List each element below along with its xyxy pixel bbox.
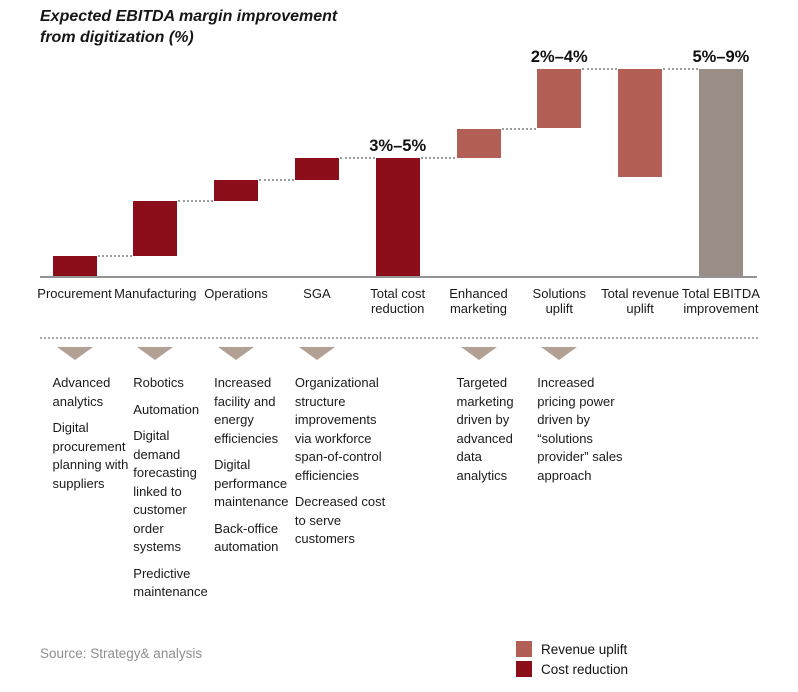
arrow-down-icon-procurement [56, 347, 93, 360]
category-label-sga: SGA [303, 286, 331, 301]
driver-item: Organizational structure improvements vi… [294, 375, 382, 483]
driver-item: Increased facility and energy efficienci… [214, 375, 279, 446]
driver-column-solutions-uplift: Increased pricing power driven by “solut… [537, 374, 629, 493]
separator-dotted-line [40, 337, 758, 339]
bar-total-revenue-uplift [618, 69, 663, 178]
category-label-total-revenue-uplift: Total revenue uplift [601, 286, 680, 316]
chart-title: Expected EBITDA margin improvement from d… [40, 6, 337, 48]
category-label-manufacturing: Manufacturing [114, 286, 197, 301]
connector-line [582, 68, 618, 71]
bar-manufacturing [133, 201, 178, 257]
arrow-down-icon-sga [298, 347, 335, 360]
legend-swatch-revenue [516, 641, 532, 657]
connector-line [178, 200, 214, 203]
driver-column-enhanced-marketing: Targeted marketing driven by advanced da… [457, 374, 531, 493]
driver-item: Advanced analytics [52, 375, 111, 409]
driver-item: Digital performance maintenance [214, 457, 289, 509]
arrow-down-icon-solutions-uplift [541, 347, 578, 360]
driver-item: Robotics [133, 375, 184, 390]
chart-title-line1: Expected EBITDA margin improvement [40, 8, 338, 25]
driver-item: Back-office automation [214, 520, 279, 555]
driver-column-sga: Organizational structure improvements vi… [295, 374, 391, 557]
arrow-down-icon-enhanced-marketing [460, 347, 497, 360]
driver-column-manufacturing: Robotics Automation Digital demand forecas… [133, 374, 213, 610]
driver-item: Predictive maintenance [133, 565, 208, 600]
connector-line [339, 157, 375, 160]
connector-line [663, 68, 698, 71]
category-label-total-ebitda-improvement: Total EBITDA improvement [681, 286, 760, 316]
arrow-down-icon-operations [218, 347, 255, 360]
legend-item-cost-reduction: Cost reduction [516, 661, 628, 677]
value-annotation-total-ebitda-improvement: 5%–9% [692, 48, 750, 67]
driver-item: Automation [133, 401, 200, 417]
driver-item: Increased pricing power driven by “solut… [537, 375, 623, 483]
chart-title-line2: from digitization (%) [40, 29, 194, 46]
category-label-procurement: Procurement [37, 286, 112, 301]
connector-line [97, 255, 133, 258]
bar-total-cost-reduction [375, 158, 420, 277]
category-label-total-cost-reduction: Total cost reduction [370, 286, 426, 316]
driver-item: Digital demand forecasting linked to cus… [133, 428, 197, 554]
driver-item: Targeted marketing driven by advanced da… [456, 375, 514, 483]
x-axis-line [40, 276, 757, 278]
value-annotation-solutions-uplift: 2%–4% [530, 48, 588, 67]
bar-solutions-uplift [537, 69, 582, 129]
source-note: Source: Strategy& analysis [40, 646, 203, 661]
connector-line [501, 127, 537, 130]
driver-column-procurement: Advanced analytics Digital procurement pl… [53, 374, 137, 501]
legend-swatch-cost [516, 661, 532, 677]
category-label-solutions-uplift: Solutions uplift [532, 286, 587, 316]
legend-label: Revenue uplift [541, 641, 628, 657]
value-annotation-total-cost-reduction: 3%–5% [369, 137, 427, 156]
connector-line [420, 157, 456, 160]
category-label-enhanced-marketing: Enhanced marketing [449, 286, 508, 316]
legend: Revenue uplift Cost reduction [516, 641, 628, 681]
driver-item: Digital procurement planning with suppli… [52, 420, 129, 491]
bar-sga [294, 158, 339, 181]
bar-enhanced-marketing [456, 128, 501, 159]
driver-column-operations: Increased facility and energy efficienci… [214, 374, 300, 565]
legend-item-revenue-uplift: Revenue uplift [516, 641, 628, 657]
bar-total-ebitda-improvement [698, 69, 743, 277]
bar-procurement [52, 256, 97, 277]
arrow-down-icon-manufacturing [137, 347, 174, 360]
driver-item: Decreased cost to serve customers [294, 494, 386, 546]
legend-label: Cost reduction [541, 661, 629, 677]
category-label-operations: Operations [204, 286, 268, 301]
connector-line [259, 179, 294, 182]
bar-operations [214, 180, 259, 202]
